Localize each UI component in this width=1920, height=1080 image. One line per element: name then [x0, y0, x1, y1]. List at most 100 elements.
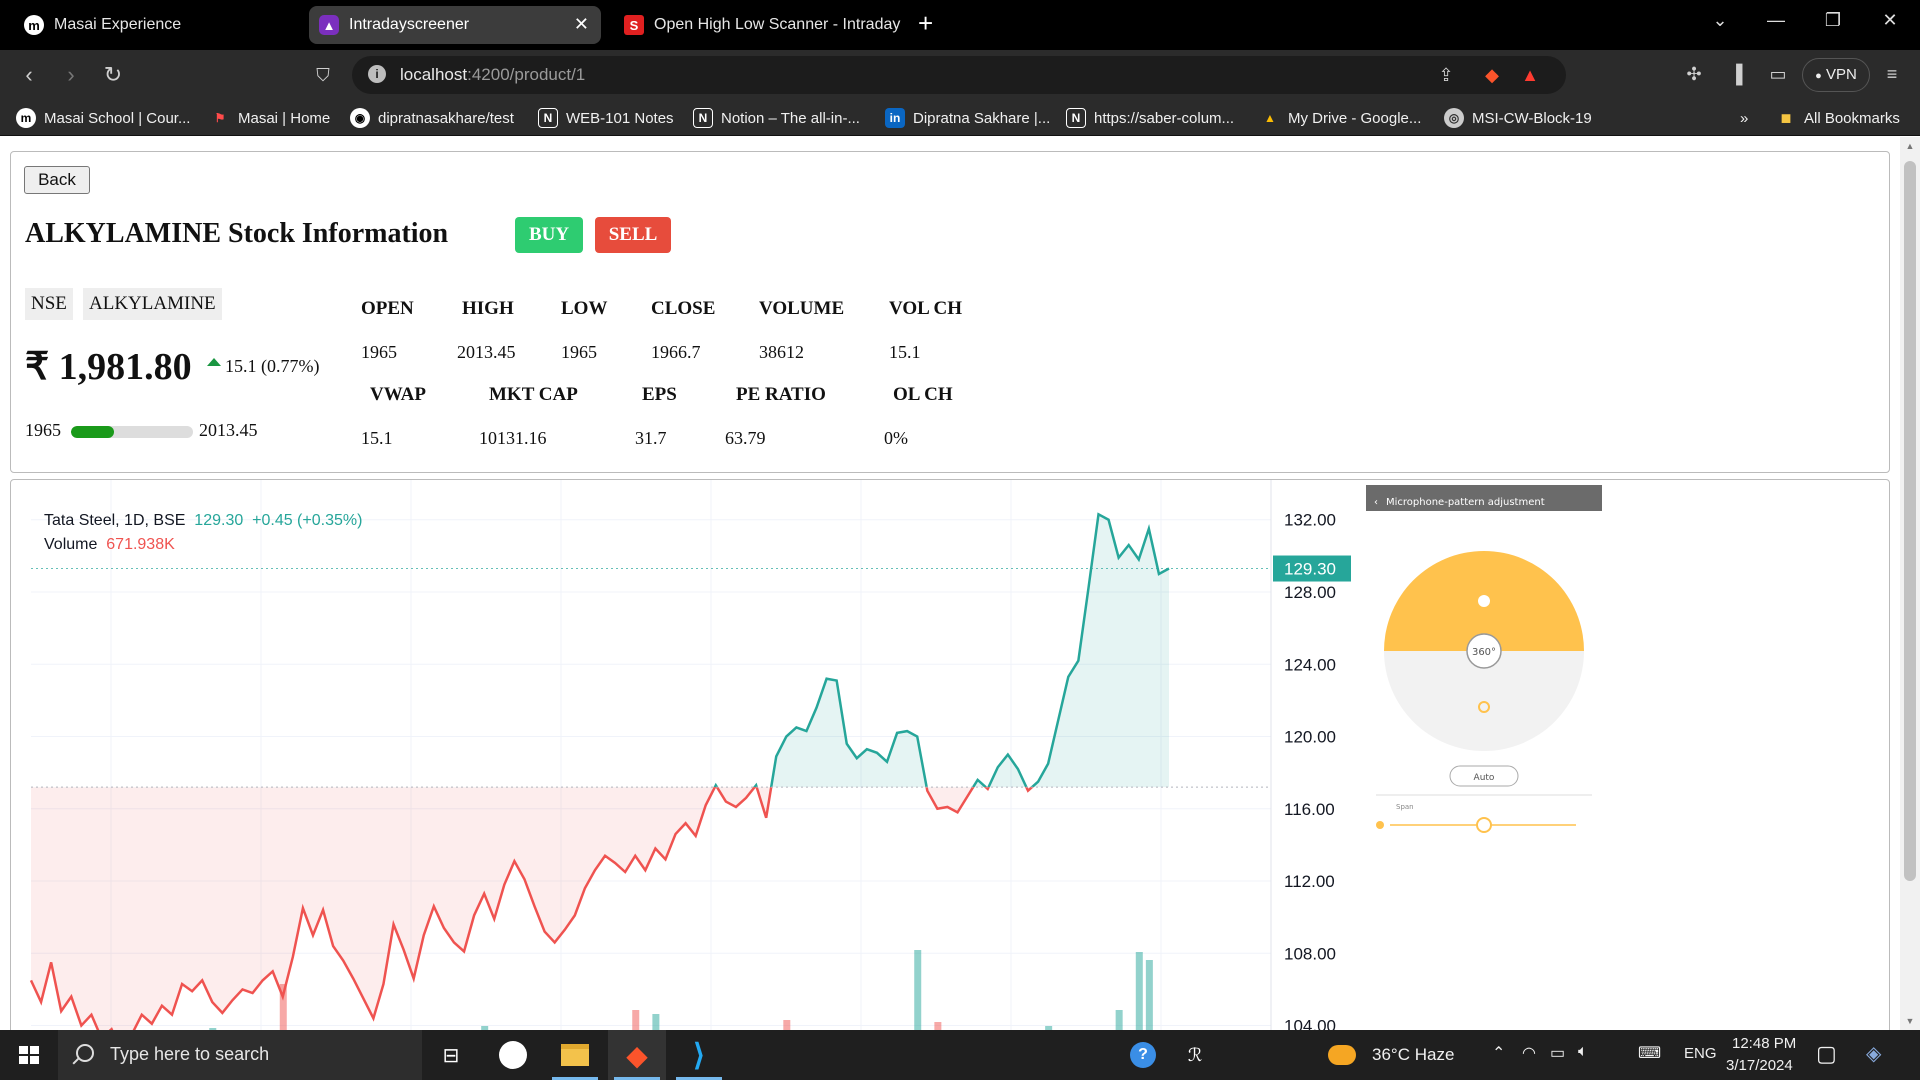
tab-masai-experience[interactable]: m Masai Experience: [14, 6, 304, 44]
y-axis-tick-label: 124.00: [1284, 655, 1336, 674]
clock-time[interactable]: 12:48 PM: [1732, 1035, 1797, 1052]
mic-front-handle-icon[interactable]: [1478, 595, 1490, 607]
span-label: Span: [1396, 803, 1414, 811]
brave-icon: ◆: [626, 1039, 648, 1071]
legend-volume-row: Volume 671.938K: [44, 536, 362, 554]
volume-bar: [481, 1026, 489, 1030]
intradayscreener-icon: ▲: [319, 15, 339, 35]
menu-icon[interactable]: ≡: [1886, 64, 1898, 84]
volume-bar: [1145, 960, 1153, 1030]
start-button[interactable]: [0, 1030, 58, 1080]
network-icon[interactable]: ◠: [1522, 1045, 1536, 1062]
github-icon: ◉: [350, 108, 370, 128]
bookmarks-overflow-button[interactable]: »: [1740, 109, 1749, 127]
price-chart[interactable]: 132.00 128.00 124.00 120.00 116.00 112.00 108.…: [11, 480, 1890, 1030]
taskbar-app-file-explorer[interactable]: [546, 1030, 604, 1080]
bookmark-label: Masai | Home: [238, 109, 331, 127]
keyboard-icon[interactable]: ⌨︎: [1638, 1045, 1662, 1062]
taskbar-app-github[interactable]: [484, 1030, 542, 1080]
vpn-button[interactable]: ● VPN: [1802, 58, 1870, 92]
bookmark-label: dipratnasakhare/test: [378, 109, 514, 127]
globe-icon: ◎: [1444, 108, 1464, 128]
all-bookmarks-button[interactable]: ■ All Bookmarks: [1776, 106, 1900, 130]
restore-icon[interactable]: ❐: [1824, 10, 1842, 30]
bookmark-notion[interactable]: N Notion – The all-in-...: [693, 106, 860, 130]
reload-icon[interactable]: ↻: [103, 62, 123, 87]
microphone-pattern-panel: ‹ Microphone-pattern adjustment 360° Aut…: [1366, 485, 1602, 855]
wallet-icon[interactable]: ▭: [1769, 64, 1787, 84]
people-button[interactable]: ℛ: [1166, 1030, 1224, 1080]
mic-panel-back-icon[interactable]: ‹: [1374, 497, 1378, 508]
sidebar-icon[interactable]: ▐: [1729, 64, 1743, 84]
weather-widget[interactable]: [1320, 1030, 1364, 1080]
new-tab-button[interactable]: +: [918, 8, 934, 38]
github-desktop-icon: [499, 1041, 527, 1069]
bookmark-masai-school[interactable]: m Masai School | Cour...: [16, 106, 190, 130]
weather-text[interactable]: 36°C Haze: [1372, 1045, 1455, 1064]
taskbar-search-box[interactable]: Type here to search: [58, 1030, 422, 1080]
bookmark-google-drive[interactable]: ▲ My Drive - Google...: [1260, 106, 1421, 130]
scroll-up-icon[interactable]: ▲: [1905, 141, 1915, 151]
volume-bar: [1115, 1010, 1123, 1030]
notion-icon: N: [693, 108, 713, 128]
copilot-icon[interactable]: ◈: [1866, 1043, 1882, 1065]
auto-button[interactable]: [1449, 765, 1519, 787]
bookmark-icon[interactable]: ⛉: [316, 65, 330, 85]
address-bar[interactable]: i localhost:4200/product/1 ⇪ ◆ ▲: [352, 56, 1566, 94]
notifications-icon[interactable]: ▢: [1816, 1041, 1837, 1066]
taskbar-app-vscode[interactable]: ⟩: [670, 1030, 728, 1080]
close-window-icon[interactable]: ✕: [1882, 10, 1898, 30]
bookmark-label: WEB-101 Notes: [566, 109, 674, 127]
legend-volume-label: Volume: [44, 536, 98, 553]
extensions-icon[interactable]: ✣: [1686, 64, 1702, 84]
tray-chevron-icon[interactable]: ⌃: [1492, 1045, 1506, 1062]
vscode-icon: ⟩: [693, 1038, 705, 1072]
back-arrow-icon[interactable]: ‹: [25, 62, 33, 87]
back-button[interactable]: Back: [24, 166, 90, 194]
close-tab-icon[interactable]: ✕: [573, 14, 589, 34]
bookmark-github[interactable]: ◉ dipratnasakhare/test: [350, 106, 514, 130]
tab-open-high-low-scanner[interactable]: S Open High Low Scanner - Intraday s: [614, 6, 906, 44]
scroll-down-icon[interactable]: ▼: [1905, 1016, 1915, 1026]
volume-bar: [209, 1028, 217, 1030]
tab-search-chevron-icon[interactable]: ⌄: [1712, 10, 1728, 30]
notion-icon: N: [538, 108, 558, 128]
minimize-icon[interactable]: —: [1767, 10, 1785, 30]
battery-icon[interactable]: ▭: [1550, 1045, 1566, 1062]
masai-logo-icon: m: [24, 15, 44, 35]
mic-center-dial[interactable]: [1466, 633, 1502, 669]
tab-intradayscreener[interactable]: ▲ Intradayscreener ✕: [309, 6, 601, 44]
scroll-thumb[interactable]: [1904, 161, 1916, 881]
clock-date[interactable]: 3/17/2024: [1726, 1057, 1793, 1074]
sell-button[interactable]: SELL: [595, 217, 671, 253]
bookmark-web101-notes[interactable]: N WEB-101 Notes: [538, 106, 674, 130]
buy-button[interactable]: BUY: [515, 217, 583, 253]
bookmark-label: My Drive - Google...: [1288, 109, 1422, 127]
forward-arrow-icon[interactable]: ›: [67, 62, 75, 87]
url-text[interactable]: localhost:4200/product/1: [400, 65, 585, 85]
bookmark-msi-cw[interactable]: ◎ MSI-CW-Block-19: [1444, 106, 1592, 130]
chart-card: 132.00 128.00 124.00 120.00 116.00 112.00 108.…: [10, 479, 1890, 1030]
share-icon[interactable]: ⇪: [1438, 65, 1454, 85]
language-indicator[interactable]: ENG: [1684, 1045, 1717, 1062]
volume-bar: [783, 1020, 791, 1030]
brave-shield-icon[interactable]: ◆: [1485, 65, 1499, 85]
volume-icon[interactable]: 🔈︎: [1578, 1043, 1588, 1060]
page-scrollbar[interactable]: ▲ ▼: [1900, 137, 1920, 1030]
bookmark-linkedin[interactable]: in Dipratna Sakhare |...: [885, 106, 1050, 130]
mic-panel-header: [1366, 485, 1602, 511]
span-slider-handle[interactable]: [1476, 817, 1492, 833]
mic-rear-handle-icon[interactable]: [1478, 701, 1490, 713]
help-button[interactable]: ?: [1114, 1030, 1172, 1080]
stat-value-pe-ratio: 63.79: [725, 428, 766, 448]
site-info-icon[interactable]: i: [368, 65, 386, 83]
stat-label-pe-ratio: PE RATIO: [736, 384, 826, 405]
bookmark-masai-home[interactable]: ⚑ Masai | Home: [210, 106, 331, 130]
price-line-down: [29, 787, 1034, 1030]
taskbar-app-brave[interactable]: ◆: [608, 1030, 666, 1080]
tab-label: Masai Experience: [54, 16, 182, 33]
brave-rewards-icon[interactable]: ▲: [1521, 65, 1539, 85]
task-view-button[interactable]: ⊟: [422, 1030, 480, 1080]
mic-center-label: 360°: [1472, 647, 1496, 658]
